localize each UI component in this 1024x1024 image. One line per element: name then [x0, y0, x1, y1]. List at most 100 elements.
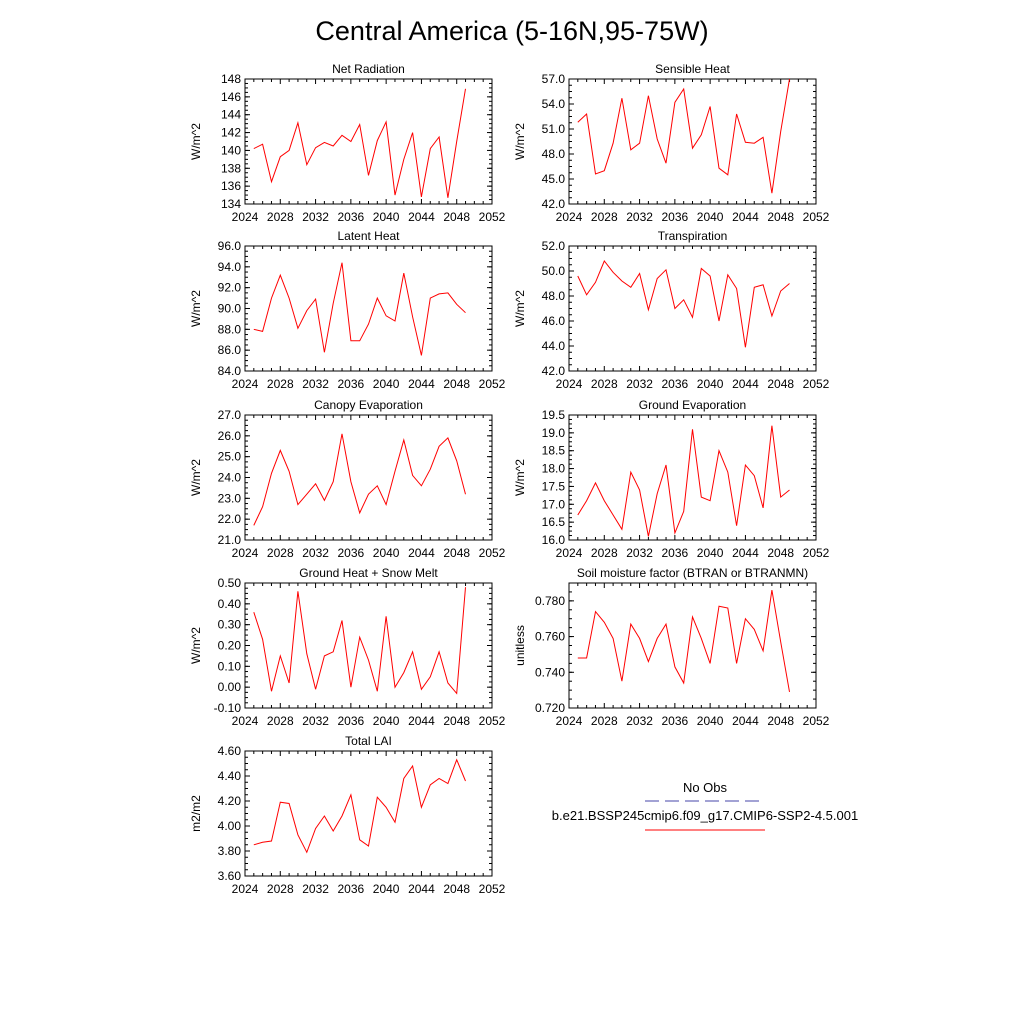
y-tick-label: 57.0 [542, 72, 566, 86]
x-tick-label: 2036 [662, 714, 689, 728]
x-tick-label: 2048 [443, 714, 470, 728]
y-tick-label: 25.0 [218, 450, 242, 464]
x-tick-label: 2048 [443, 210, 470, 224]
panel-1: Net Radiation 2024 2028 2032 2036 2040 2044 204… [189, 62, 506, 224]
x-tick-label: 2040 [373, 546, 400, 560]
panel-7: Ground Heat + Snow Melt 2024 2028 2032 2036 2… [189, 566, 506, 728]
y-tick-label: 48.0 [542, 147, 566, 161]
panel-5: Canopy Evaporation 2024 2028 2032 2036 2040 20… [189, 398, 506, 560]
x-tick-label: 2052 [479, 546, 506, 560]
y-tick-label: 144 [221, 108, 241, 122]
legend-model-label: b.e21.BSSP245cmip6.f09_g17.CMIP6-SSP2-4.… [552, 808, 858, 823]
x-tick-label: 2048 [443, 882, 470, 896]
y-tick-label: 88.0 [218, 322, 242, 336]
y-tick-label: 0.740 [535, 665, 565, 679]
y-tick-label: 138 [221, 161, 241, 175]
x-tick-label: 2044 [732, 714, 759, 728]
y-tick-label: 16.5 [542, 515, 566, 529]
y-tick-label: 22.0 [218, 512, 242, 526]
y-tick-label: 44.0 [542, 339, 566, 353]
x-tick-label: 2036 [338, 377, 365, 391]
y-tick-label: 51.0 [542, 122, 566, 136]
y-tick-label: 4.00 [218, 819, 242, 833]
y-tick-label: 42.0 [542, 364, 566, 378]
y-tick-label: 18.0 [542, 462, 566, 476]
y-axis-label: W/m^2 [189, 459, 203, 496]
y-axis-label: unitless [513, 625, 527, 666]
x-tick-label: 2044 [408, 546, 435, 560]
panel-title: Latent Heat [337, 229, 400, 243]
x-tick-label: 2024 [232, 882, 259, 896]
x-tick-label: 2044 [732, 210, 759, 224]
x-tick-label: 2024 [556, 546, 583, 560]
x-tick-label: 2052 [479, 210, 506, 224]
x-tick-label: 2040 [373, 882, 400, 896]
y-tick-label: 3.60 [218, 869, 242, 883]
x-tick-label: 2048 [767, 210, 794, 224]
x-tick-label: 2032 [302, 377, 329, 391]
x-tick-label: 2028 [591, 714, 618, 728]
y-tick-label: 50.0 [542, 264, 566, 278]
legend: No Obs b.e21.BSSP245cmip6.f09_g17.CMIP6-… [552, 780, 858, 831]
x-tick-label: 2048 [767, 377, 794, 391]
x-tick-label: 2024 [556, 210, 583, 224]
y-tick-label: 0.10 [218, 659, 242, 673]
y-tick-label: 0.20 [218, 639, 242, 653]
series-line [577, 78, 790, 194]
x-tick-label: 2028 [591, 210, 618, 224]
x-tick-label: 2044 [408, 882, 435, 896]
x-tick-label: 2040 [697, 210, 724, 224]
y-tick-label: 3.80 [218, 844, 242, 858]
x-tick-label: 2036 [662, 210, 689, 224]
series-line [577, 260, 790, 348]
x-tick-label: 2028 [267, 546, 294, 560]
series-line [253, 262, 466, 356]
panel-title: Canopy Evaporation [314, 398, 423, 412]
y-axis-label: m2/m2 [189, 795, 203, 832]
series-line [253, 433, 466, 526]
y-tick-label: 0.720 [535, 701, 565, 715]
y-tick-label: 86.0 [218, 343, 242, 357]
x-tick-label: 2036 [338, 210, 365, 224]
y-tick-label: 0.40 [218, 597, 242, 611]
y-tick-label: 27.0 [218, 408, 242, 422]
panel-4: Transpiration 2024 2028 2032 2036 2040 2044 204… [513, 229, 830, 391]
x-tick-label: 2032 [626, 546, 653, 560]
x-tick-label: 2048 [443, 546, 470, 560]
x-tick-label: 2024 [556, 714, 583, 728]
x-tick-label: 2052 [479, 714, 506, 728]
x-tick-label: 2032 [626, 377, 653, 391]
panel-3: Latent Heat 2024 2028 2032 2036 2040 2044 2048 2… [189, 229, 506, 391]
x-tick-label: 2036 [338, 882, 365, 896]
x-tick-label: 2052 [803, 377, 830, 391]
x-tick-label: 2032 [302, 210, 329, 224]
y-tick-label: 26.0 [218, 429, 242, 443]
x-tick-label: 2052 [479, 377, 506, 391]
panel-title: Soil moisture factor (BTRAN or BTRANMN) [577, 566, 808, 580]
y-axis-label: W/m^2 [189, 290, 203, 327]
x-tick-label: 2044 [408, 714, 435, 728]
y-tick-label: 18.5 [542, 444, 566, 458]
y-tick-label: 94.0 [218, 260, 242, 274]
y-tick-label: -0.10 [214, 701, 242, 715]
y-tick-label: 136 [221, 179, 241, 193]
x-tick-label: 2040 [373, 210, 400, 224]
series-line [253, 587, 466, 695]
y-tick-label: 52.0 [542, 239, 566, 253]
x-tick-label: 2044 [408, 210, 435, 224]
panel-8: Soil moisture factor (BTRAN or BTRANMN) 2… [513, 566, 830, 728]
legend-obs-label: No Obs [683, 780, 728, 795]
y-axis-label: W/m^2 [513, 123, 527, 160]
x-tick-label: 2052 [803, 546, 830, 560]
y-tick-label: 19.5 [542, 408, 566, 422]
x-tick-label: 2024 [232, 546, 259, 560]
y-tick-label: 17.5 [542, 479, 566, 493]
x-tick-label: 2036 [338, 546, 365, 560]
x-tick-label: 2040 [697, 377, 724, 391]
y-tick-label: 84.0 [218, 364, 242, 378]
x-tick-label: 2028 [267, 714, 294, 728]
x-tick-label: 2024 [232, 377, 259, 391]
y-tick-label: 134 [221, 197, 241, 211]
y-tick-label: 90.0 [218, 302, 242, 316]
